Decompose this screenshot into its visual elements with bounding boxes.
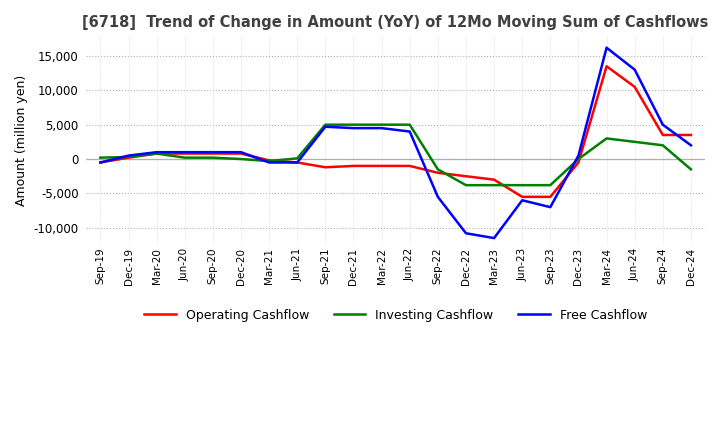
Investing Cashflow — [96, 155, 104, 160]
Operating Cashflow — [687, 132, 696, 138]
Investing Cashflow — [124, 154, 132, 160]
Investing Cashflow — [546, 183, 554, 188]
Operating Cashflow — [546, 194, 554, 199]
Operating Cashflow — [659, 132, 667, 138]
Free Cashflow — [518, 198, 526, 203]
Free Cashflow — [490, 235, 498, 241]
Free Cashflow — [209, 150, 217, 155]
Operating Cashflow — [96, 160, 104, 165]
Free Cashflow — [153, 150, 161, 155]
Operating Cashflow — [321, 165, 330, 170]
Free Cashflow — [687, 143, 696, 148]
Investing Cashflow — [405, 122, 414, 127]
Operating Cashflow — [181, 151, 189, 156]
Investing Cashflow — [631, 139, 639, 144]
Line: Free Cashflow: Free Cashflow — [100, 48, 691, 238]
Free Cashflow — [574, 153, 582, 158]
Line: Investing Cashflow: Investing Cashflow — [100, 125, 691, 185]
Investing Cashflow — [574, 156, 582, 161]
Operating Cashflow — [265, 158, 274, 163]
Y-axis label: Amount (million yen): Amount (million yen) — [15, 74, 28, 206]
Free Cashflow — [631, 67, 639, 72]
Investing Cashflow — [293, 156, 302, 161]
Free Cashflow — [124, 153, 132, 158]
Operating Cashflow — [209, 151, 217, 156]
Title: [6718]  Trend of Change in Amount (YoY) of 12Mo Moving Sum of Cashflows: [6718] Trend of Change in Amount (YoY) o… — [83, 15, 709, 30]
Free Cashflow — [433, 194, 442, 199]
Operating Cashflow — [631, 84, 639, 89]
Investing Cashflow — [153, 151, 161, 156]
Operating Cashflow — [405, 163, 414, 169]
Investing Cashflow — [462, 183, 470, 188]
Investing Cashflow — [349, 122, 358, 127]
Investing Cashflow — [377, 122, 386, 127]
Free Cashflow — [602, 45, 611, 50]
Investing Cashflow — [518, 183, 526, 188]
Investing Cashflow — [209, 155, 217, 160]
Free Cashflow — [321, 124, 330, 129]
Legend: Operating Cashflow, Investing Cashflow, Free Cashflow: Operating Cashflow, Investing Cashflow, … — [140, 304, 652, 327]
Investing Cashflow — [433, 167, 442, 172]
Line: Operating Cashflow: Operating Cashflow — [100, 66, 691, 197]
Free Cashflow — [181, 150, 189, 155]
Operating Cashflow — [574, 160, 582, 165]
Free Cashflow — [462, 231, 470, 236]
Operating Cashflow — [124, 155, 132, 160]
Investing Cashflow — [602, 136, 611, 141]
Investing Cashflow — [490, 183, 498, 188]
Operating Cashflow — [602, 64, 611, 69]
Free Cashflow — [405, 129, 414, 134]
Free Cashflow — [659, 122, 667, 127]
Operating Cashflow — [518, 194, 526, 199]
Free Cashflow — [546, 205, 554, 210]
Investing Cashflow — [265, 158, 274, 164]
Free Cashflow — [265, 160, 274, 165]
Operating Cashflow — [462, 174, 470, 179]
Investing Cashflow — [321, 122, 330, 127]
Operating Cashflow — [349, 163, 358, 169]
Operating Cashflow — [237, 151, 246, 156]
Free Cashflow — [293, 160, 302, 165]
Free Cashflow — [96, 160, 104, 165]
Investing Cashflow — [181, 155, 189, 160]
Operating Cashflow — [490, 177, 498, 182]
Operating Cashflow — [153, 151, 161, 156]
Free Cashflow — [237, 150, 246, 155]
Free Cashflow — [349, 125, 358, 131]
Operating Cashflow — [377, 163, 386, 169]
Investing Cashflow — [237, 156, 246, 161]
Investing Cashflow — [687, 167, 696, 172]
Operating Cashflow — [433, 170, 442, 176]
Investing Cashflow — [659, 143, 667, 148]
Operating Cashflow — [293, 160, 302, 165]
Free Cashflow — [377, 125, 386, 131]
